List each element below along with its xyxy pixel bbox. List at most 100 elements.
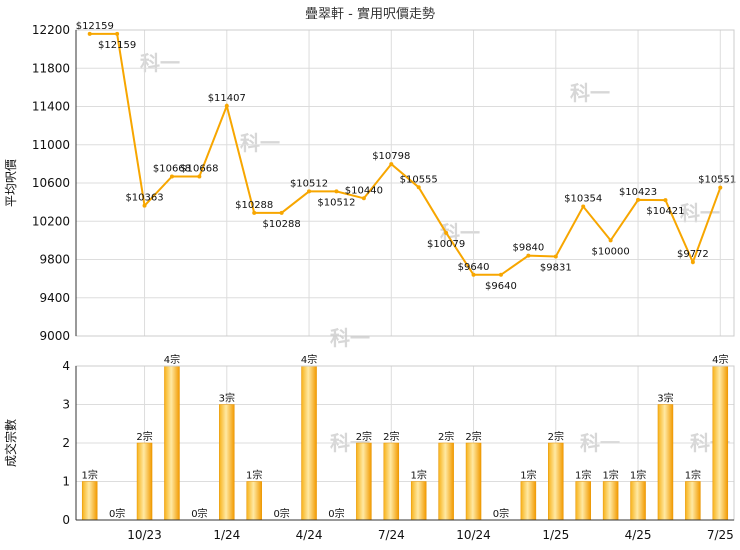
price-point <box>471 272 476 277</box>
axes: 9000 9400 9800 10200 10600 11000 11400 11800 122… <box>32 23 735 542</box>
count-data-label: 0宗 <box>493 507 509 520</box>
watermark-0: 科一 <box>140 51 180 75</box>
count-axis-label: 成交宗數 <box>3 419 18 467</box>
price-data-label: $10512 <box>317 197 355 208</box>
data-labels: 1宗 0宗 2宗 4宗 0宗 3宗 1宗 0宗 4宗 0宗 2宗 2宗 1宗 2宗 2宗 0宗 1宗 2宗 1宗 1宗… <box>76 21 737 520</box>
x-tick-label: 7/25 <box>707 528 734 542</box>
price-tick-label: 11800 <box>32 61 70 75</box>
price-data-label: $10512 <box>290 178 328 189</box>
count-bar <box>575 481 591 521</box>
price-tick-label: 12200 <box>32 23 70 37</box>
price-tick-label: 9000 <box>39 329 70 343</box>
count-data-label: 3宗 <box>219 392 235 405</box>
price-line <box>87 31 723 277</box>
count-bar <box>356 442 372 521</box>
price-data-label: $10288 <box>235 200 273 211</box>
count-data-label: 1宗 <box>602 469 618 482</box>
price-point <box>389 162 394 167</box>
x-tick-label: 4/25 <box>625 528 652 542</box>
count-data-label: 0宗 <box>328 507 344 520</box>
x-tick-label: 10/24 <box>456 528 491 542</box>
count-data-label: 1宗 <box>630 469 646 482</box>
price-point <box>361 196 366 201</box>
count-data-label: 1宗 <box>246 469 262 482</box>
count-bar <box>438 442 454 521</box>
count-bar <box>657 404 674 521</box>
price-point <box>416 185 421 190</box>
count-bar <box>520 481 537 521</box>
count-data-label: 1宗 <box>685 469 701 482</box>
count-data-label: 2宗 <box>383 430 399 443</box>
count-bar <box>81 481 98 521</box>
watermark-4: 科一 <box>570 81 610 105</box>
price-point <box>307 189 312 194</box>
price-tick-label: 9800 <box>39 253 70 267</box>
price-tick-label: 10200 <box>32 214 70 228</box>
price-point <box>498 272 503 277</box>
price-line-path <box>89 32 722 276</box>
price-data-label: $10079 <box>427 239 465 250</box>
count-data-label: 3宗 <box>657 392 673 405</box>
count-data-label: 0宗 <box>191 507 207 520</box>
x-tick-label: 7/24 <box>378 528 405 542</box>
price-point <box>690 260 695 265</box>
count-data-label: 4宗 <box>164 353 180 366</box>
price-point <box>252 210 257 215</box>
x-tick-label: 4/24 <box>296 528 323 542</box>
price-data-label: $10288 <box>263 219 301 230</box>
count-bar <box>383 442 400 521</box>
price-point <box>169 174 174 179</box>
price-tick-label: 9400 <box>39 291 70 305</box>
price-data-label: $10423 <box>619 187 657 198</box>
count-tick-label: 0 <box>62 513 70 527</box>
price-data-label: $10668 <box>153 163 191 174</box>
watermark-1: 科一 <box>240 131 280 155</box>
x-tick-label: 10/23 <box>127 528 162 542</box>
price-data-label: $12159 <box>76 21 114 32</box>
price-data-label: $9831 <box>540 263 572 274</box>
price-tick-label: 11000 <box>32 138 70 152</box>
count-data-label: 1宗 <box>575 469 591 482</box>
count-data-label: 2宗 <box>356 430 372 443</box>
price-data-label: $10551 <box>698 175 736 186</box>
price-tick-label: 10600 <box>32 176 70 190</box>
count-bar <box>301 365 317 521</box>
price-data-label: $9772 <box>677 249 709 260</box>
count-data-label: 4宗 <box>712 353 728 366</box>
price-point <box>636 197 641 202</box>
count-data-label: 2宗 <box>136 430 152 443</box>
price-data-label: $10555 <box>400 174 438 185</box>
price-data-label: $12159 <box>98 40 136 51</box>
count-bar <box>465 442 482 521</box>
count-bar <box>602 481 619 521</box>
count-bar <box>246 481 262 521</box>
price-point <box>663 198 668 203</box>
x-tick-label: 1/25 <box>542 528 569 542</box>
count-tick-label: 4 <box>62 359 70 373</box>
count-data-label: 0宗 <box>109 507 125 520</box>
count-bar <box>630 481 646 521</box>
count-bar <box>685 481 701 521</box>
count-data-label: 1宗 <box>520 469 536 482</box>
count-bar <box>712 365 729 521</box>
price-point <box>608 238 613 243</box>
watermark-2: 科一 <box>330 326 370 350</box>
count-bar <box>219 404 235 521</box>
price-data-label: $9640 <box>458 262 490 273</box>
price-point <box>581 204 586 209</box>
count-data-label: 2宗 <box>548 430 564 443</box>
price-data-label: $10354 <box>564 194 602 205</box>
price-data-label: $9840 <box>512 243 544 254</box>
price-point <box>279 210 284 215</box>
price-point <box>224 103 229 108</box>
price-point <box>142 203 147 208</box>
price-data-label: $10363 <box>125 193 163 204</box>
price-tick-label: 11400 <box>32 100 70 114</box>
count-data-label: 4宗 <box>301 353 317 366</box>
price-data-label: $10421 <box>646 206 684 217</box>
price-point <box>526 253 531 258</box>
price-point <box>197 174 202 179</box>
count-data-label: 1宗 <box>411 469 427 482</box>
count-data-label: 0宗 <box>273 507 289 520</box>
